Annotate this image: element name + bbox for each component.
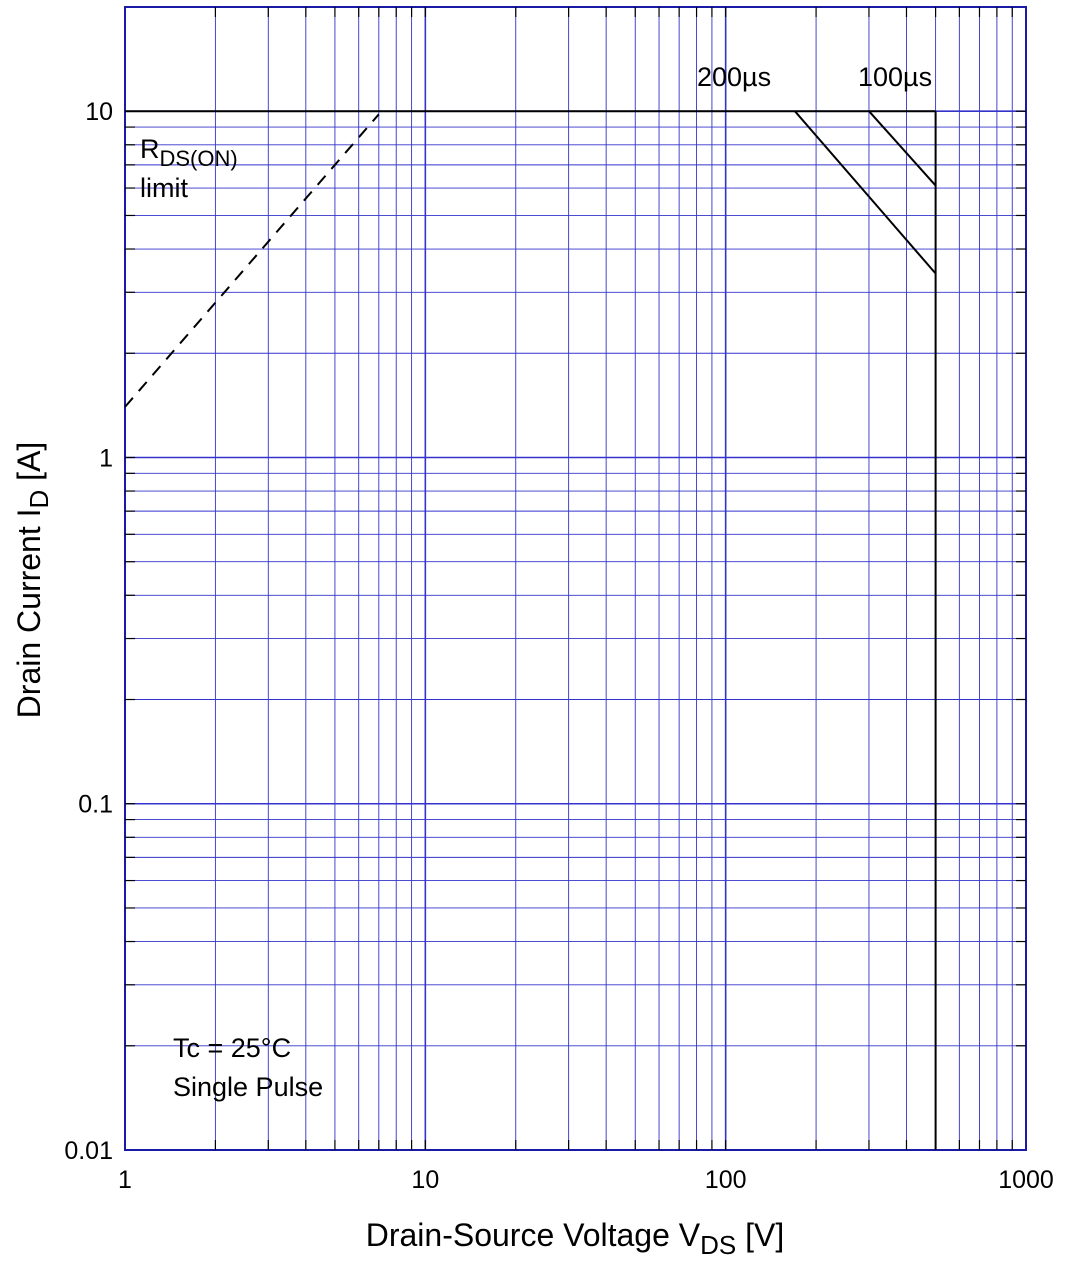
y-tick-label: 0.01 — [64, 1137, 113, 1165]
y-axis-title: Drain Current ID [A] — [11, 442, 54, 719]
axis-ticks — [125, 7, 1026, 1150]
series-pulse-100us — [868, 110, 937, 187]
condition-temperature: Tc = 25°C — [173, 1033, 291, 1063]
plot-frame — [124, 6, 1027, 1151]
x-tick-label: 100 — [705, 1166, 747, 1194]
y-axis-title-main: Drain Current I — [11, 508, 47, 718]
y-axis-title-sub: D — [24, 490, 54, 509]
grid-lines — [125, 7, 1026, 1150]
x-axis-title-sub: DS — [700, 1230, 736, 1260]
x-tick-label: 10 — [411, 1166, 439, 1194]
x-axis-title: Drain-Source Voltage VDS [V] — [366, 1217, 785, 1260]
condition-pulse: Single Pulse — [173, 1072, 323, 1102]
series-rds-on-limit — [124, 113, 380, 408]
y-tick-label: 1 — [99, 444, 113, 472]
series-pulse-200us — [794, 110, 937, 275]
label-100us: 100µs — [858, 62, 932, 92]
soa-curves — [124, 110, 937, 1150]
tick-labels: 1 10 100 1000 0.01 0.1 1 10 — [64, 98, 1053, 1194]
y-tick-label: 10 — [85, 98, 113, 126]
x-tick-label: 1000 — [998, 1166, 1054, 1194]
y-tick-label: 0.1 — [78, 791, 113, 819]
x-axis-title-unit: [V] — [736, 1217, 784, 1253]
rds-on-label-main: R — [140, 134, 160, 164]
rds-on-label: RDS(ON) — [140, 134, 238, 171]
rds-on-label-sub: DS(ON) — [160, 146, 238, 171]
x-axis-title-main: Drain-Source Voltage V — [366, 1217, 701, 1253]
x-tick-label: 1 — [118, 1166, 132, 1194]
y-axis-title-unit: [A] — [11, 442, 47, 490]
rds-on-limit-label: limit — [140, 173, 188, 203]
label-200us: 200µs — [697, 62, 771, 92]
